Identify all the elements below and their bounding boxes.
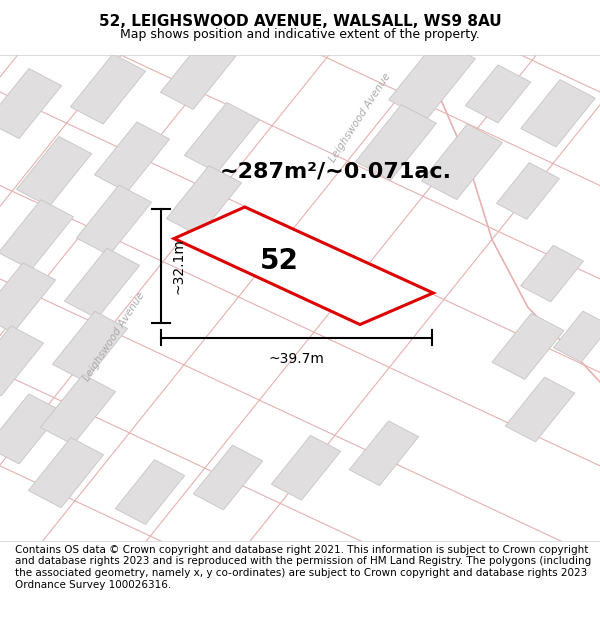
Polygon shape <box>193 445 263 510</box>
Polygon shape <box>76 185 152 255</box>
Polygon shape <box>16 136 92 207</box>
Polygon shape <box>174 207 433 324</box>
Polygon shape <box>70 54 146 124</box>
Polygon shape <box>422 124 502 199</box>
Polygon shape <box>492 313 564 379</box>
Polygon shape <box>0 199 74 270</box>
Text: Contains OS data © Crown copyright and database right 2021. This information is : Contains OS data © Crown copyright and d… <box>15 545 591 589</box>
Polygon shape <box>0 262 56 333</box>
Polygon shape <box>356 104 436 180</box>
Text: ~287m²/~0.071ac.: ~287m²/~0.071ac. <box>220 161 452 181</box>
Text: Leighswood Avenue: Leighswood Avenue <box>328 72 392 164</box>
Text: Map shows position and indicative extent of the property.: Map shows position and indicative extent… <box>120 28 480 41</box>
Polygon shape <box>184 102 260 172</box>
Polygon shape <box>553 311 600 362</box>
Polygon shape <box>0 394 62 464</box>
Polygon shape <box>52 311 128 381</box>
Polygon shape <box>497 162 559 219</box>
Text: ~32.1m: ~32.1m <box>172 238 185 294</box>
Polygon shape <box>64 248 140 318</box>
Text: Leighswood Avenue: Leighswood Avenue <box>82 291 146 383</box>
Polygon shape <box>166 166 242 236</box>
Polygon shape <box>466 65 530 122</box>
Polygon shape <box>94 122 170 192</box>
Polygon shape <box>40 374 116 444</box>
Polygon shape <box>28 438 104 508</box>
Polygon shape <box>0 69 62 139</box>
Polygon shape <box>160 39 236 109</box>
Polygon shape <box>115 460 185 524</box>
Polygon shape <box>521 79 595 147</box>
Text: 52: 52 <box>260 247 298 275</box>
Polygon shape <box>505 377 575 442</box>
Polygon shape <box>349 421 419 486</box>
Polygon shape <box>0 326 44 396</box>
Polygon shape <box>389 39 475 120</box>
Polygon shape <box>271 436 341 500</box>
Text: ~39.7m: ~39.7m <box>268 352 325 366</box>
Text: 52, LEIGHSWOOD AVENUE, WALSALL, WS9 8AU: 52, LEIGHSWOOD AVENUE, WALSALL, WS9 8AU <box>98 14 502 29</box>
Polygon shape <box>521 245 583 302</box>
